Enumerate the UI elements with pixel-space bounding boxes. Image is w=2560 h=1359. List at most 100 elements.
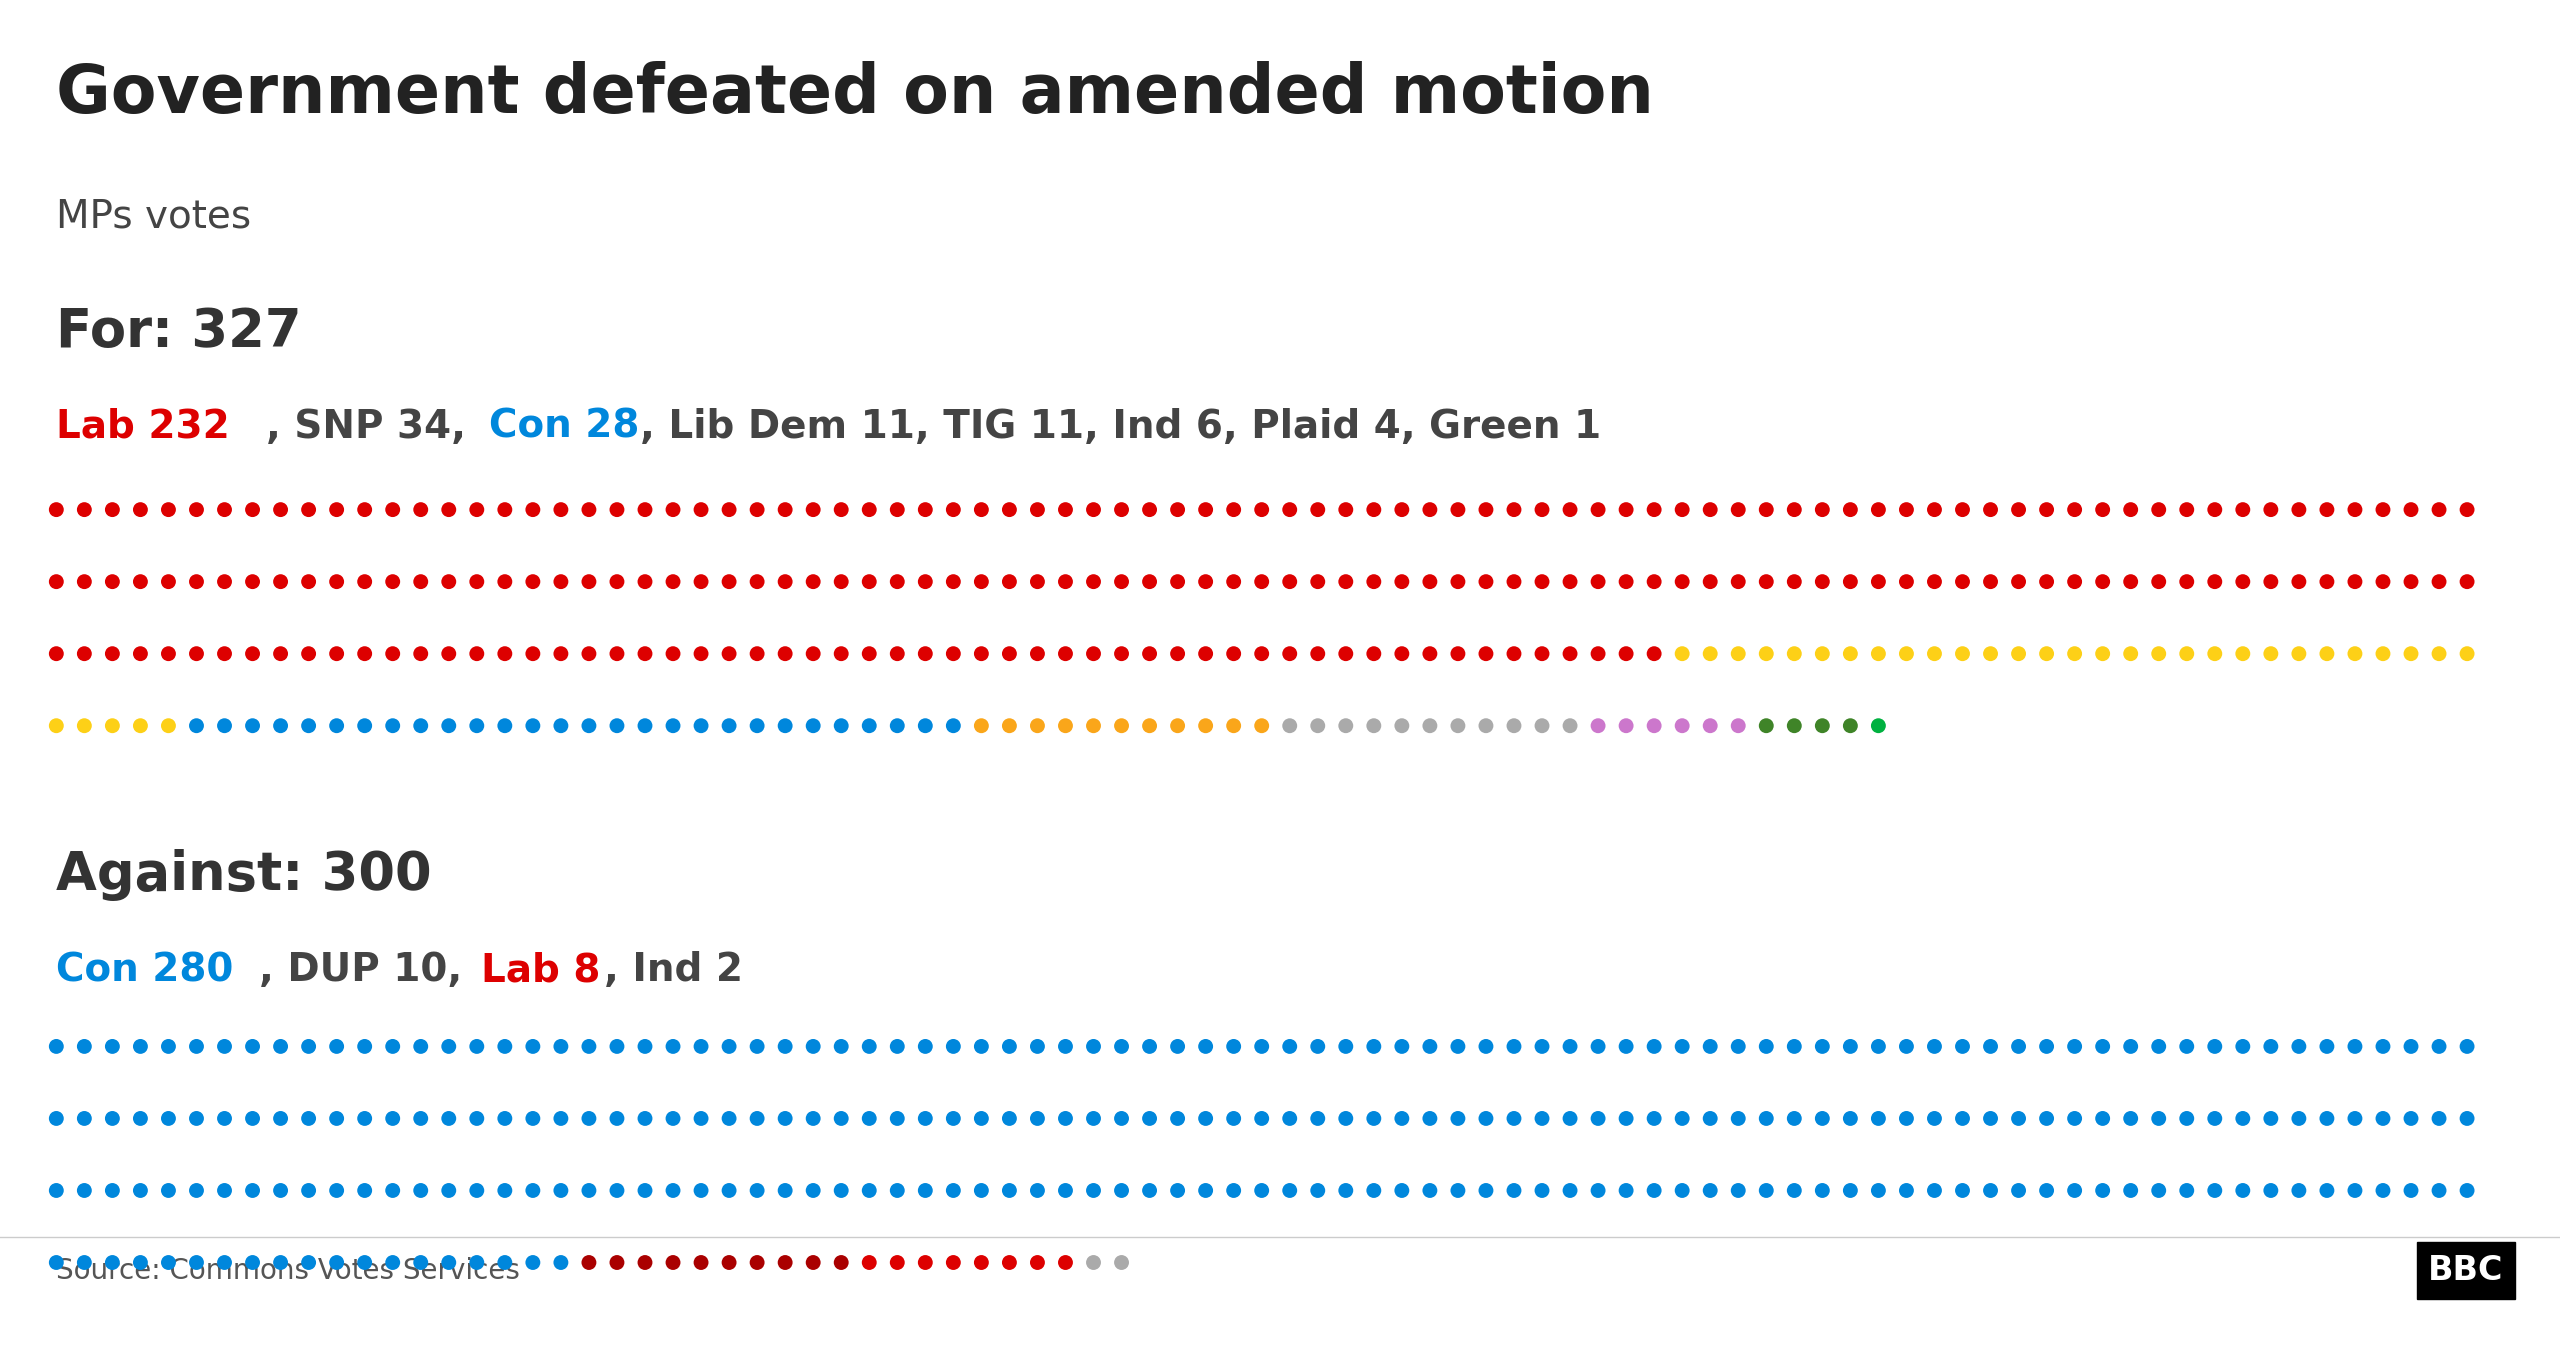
- Point: [205, 571, 246, 593]
- Point: [120, 715, 161, 737]
- Point: [1746, 571, 1787, 593]
- Point: [2081, 1180, 2122, 1201]
- Point: [1044, 643, 1085, 665]
- Point: [1492, 1036, 1533, 1057]
- Point: [2363, 1108, 2404, 1129]
- Point: [1213, 499, 1254, 520]
- Point: [2194, 1180, 2235, 1201]
- Point: [261, 1108, 302, 1129]
- Point: [1997, 499, 2038, 520]
- Point: [92, 499, 133, 520]
- Point: [540, 1180, 581, 1201]
- Point: [2278, 1180, 2319, 1201]
- Point: [2025, 1036, 2066, 1057]
- Point: [988, 1180, 1029, 1201]
- Point: [456, 1180, 497, 1201]
- Point: [1605, 1108, 1646, 1129]
- Point: [1439, 1036, 1480, 1057]
- Point: [399, 643, 440, 665]
- Point: [1242, 715, 1283, 737]
- Point: [2053, 1036, 2094, 1057]
- Point: [36, 571, 77, 593]
- Point: [371, 1180, 412, 1201]
- Point: [1690, 715, 1731, 737]
- Point: [1971, 1180, 2012, 1201]
- Point: [428, 643, 468, 665]
- Point: [2222, 571, 2263, 593]
- Point: [261, 1252, 302, 1273]
- Point: [1101, 715, 1142, 737]
- Point: [1185, 499, 1226, 520]
- Point: [2166, 643, 2207, 665]
- Point: [512, 1036, 553, 1057]
- Text: Source: Commons Votes Services: Source: Commons Votes Services: [56, 1257, 520, 1284]
- Point: [317, 1180, 358, 1201]
- Point: [681, 715, 722, 737]
- Point: [1661, 715, 1702, 737]
- Point: [960, 1180, 1001, 1201]
- Point: [540, 499, 581, 520]
- Point: [1270, 643, 1311, 665]
- Point: [1270, 715, 1311, 737]
- Point: [596, 499, 637, 520]
- Point: [1802, 571, 1843, 593]
- Point: [876, 1180, 919, 1201]
- Point: [2222, 1108, 2263, 1129]
- Point: [205, 1036, 246, 1057]
- Point: [1997, 1108, 2038, 1129]
- Point: [1016, 1036, 1057, 1057]
- Point: [1382, 571, 1423, 593]
- Point: [120, 1036, 161, 1057]
- Point: [371, 1036, 412, 1057]
- Point: [1577, 1036, 1618, 1057]
- Point: [92, 1252, 133, 1273]
- Point: [1044, 715, 1085, 737]
- Point: [1577, 1180, 1618, 1201]
- Point: [1185, 1180, 1226, 1201]
- Point: [1242, 1108, 1283, 1129]
- Point: [399, 1108, 440, 1129]
- Text: , DUP 10,: , DUP 10,: [259, 951, 476, 989]
- Point: [540, 715, 581, 737]
- Point: [92, 715, 133, 737]
- Point: [456, 715, 497, 737]
- Point: [1549, 1180, 1590, 1201]
- Point: [2025, 1180, 2066, 1201]
- Point: [1830, 1180, 1871, 1201]
- Point: [2363, 499, 2404, 520]
- Point: [850, 571, 891, 593]
- Point: [1887, 571, 1928, 593]
- Point: [1718, 1180, 1759, 1201]
- Point: [512, 571, 553, 593]
- Point: [876, 1036, 919, 1057]
- Point: [2025, 1108, 2066, 1129]
- Point: [2025, 643, 2066, 665]
- Point: [681, 1180, 722, 1201]
- Point: [1633, 1180, 1674, 1201]
- Point: [120, 571, 161, 593]
- Point: [177, 499, 218, 520]
- Point: [988, 1108, 1029, 1129]
- Point: [289, 1252, 330, 1273]
- Point: [2307, 643, 2348, 665]
- Point: [681, 1252, 722, 1273]
- Point: [737, 1252, 778, 1273]
- Point: [709, 499, 750, 520]
- Point: [1464, 571, 1505, 593]
- Point: [2307, 499, 2348, 520]
- Point: [1492, 1108, 1533, 1129]
- Point: [1326, 499, 1367, 520]
- Point: [399, 715, 440, 737]
- Point: [2419, 1108, 2460, 1129]
- Point: [1157, 715, 1198, 737]
- Point: [850, 1252, 891, 1273]
- Point: [1661, 571, 1702, 593]
- Point: [1411, 499, 1452, 520]
- Point: [1382, 1108, 1423, 1129]
- Point: [92, 1180, 133, 1201]
- Point: [2447, 1036, 2488, 1057]
- Point: [1354, 1108, 1395, 1129]
- Point: [2109, 571, 2150, 593]
- Point: [1073, 571, 1114, 593]
- Point: [625, 1036, 666, 1057]
